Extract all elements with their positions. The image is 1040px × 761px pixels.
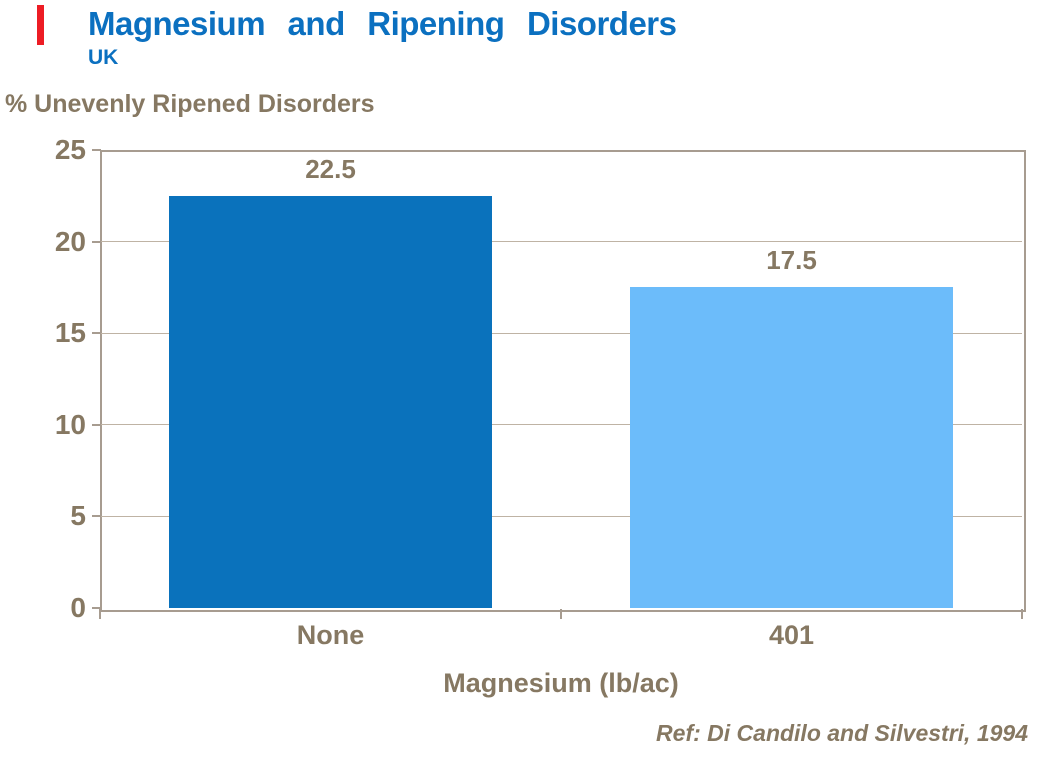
- y-tick-mark: [92, 423, 101, 426]
- y-tick-mark: [92, 515, 101, 518]
- x-axis-title: Magnesium (lb/ac): [443, 668, 679, 698]
- y-tick-label: 20: [54, 225, 86, 257]
- x-tick-mark: [560, 609, 562, 619]
- x-tick-label: 401: [768, 620, 815, 650]
- x-tick-mark: [1021, 609, 1023, 619]
- bar-401: [630, 287, 953, 608]
- chart-subtitle: UK: [88, 46, 119, 69]
- y-tick-mark: [92, 149, 101, 151]
- bar-value-label: 22.5: [305, 153, 356, 184]
- y-tick-label: 10: [54, 408, 86, 440]
- x-tick-mark: [99, 609, 101, 619]
- y-tick-label: 0: [70, 592, 86, 623]
- bar-none: [169, 195, 492, 608]
- y-tick-label: 5: [70, 500, 86, 532]
- y-tick-label: 25: [54, 134, 86, 165]
- gridline: [100, 424, 1022, 426]
- plot-area: [100, 150, 1026, 612]
- gridline: [100, 515, 1022, 517]
- chart-title: Magnesium and Ripening Disorders: [88, 5, 677, 42]
- y-tick-mark: [92, 607, 101, 609]
- gridline: [100, 241, 1022, 243]
- x-tick-label: None: [296, 620, 365, 650]
- y-axis-title: % Unevenly Ripened Disorders: [5, 90, 375, 118]
- gridline: [100, 332, 1022, 334]
- bar-value-label: 17.5: [766, 245, 817, 276]
- reference-text: Ref: Di Candilo and Silvestri, 1994: [656, 720, 1028, 746]
- red-accent-bar: [37, 5, 44, 45]
- y-tick-mark: [92, 332, 101, 335]
- y-tick-mark: [92, 240, 101, 243]
- y-tick-label: 15: [54, 317, 86, 349]
